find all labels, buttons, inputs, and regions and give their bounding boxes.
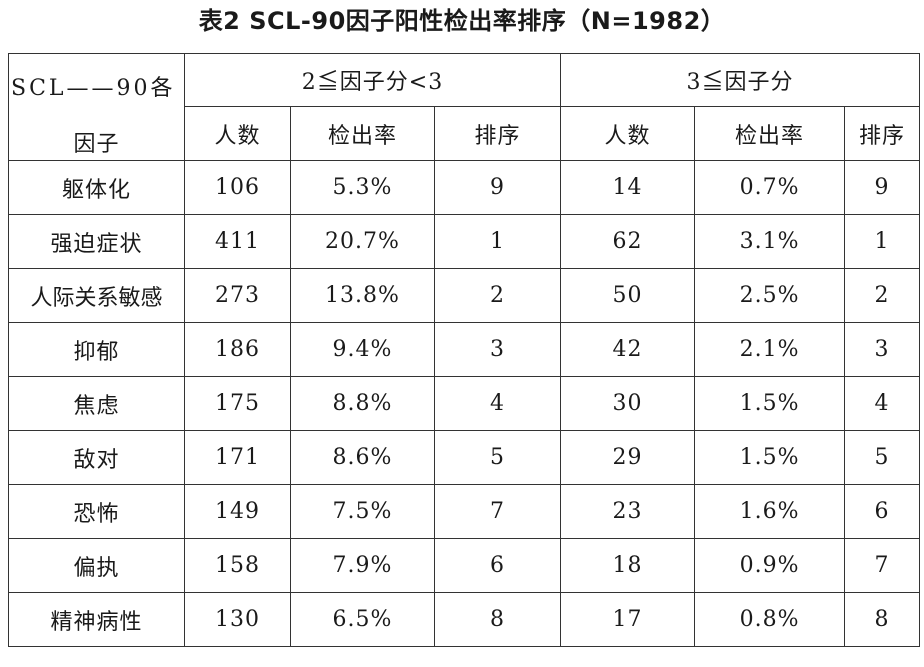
count-severe-cell: 23: [560, 484, 696, 539]
factor-header-top: SCL——90各: [11, 76, 176, 101]
factor-table: SCL——90各 因子 2≦因子分<3 3≦因子分 人数 检出率 排序 人数 检…: [8, 53, 921, 647]
factor-name-cell: 敌对: [8, 430, 185, 485]
rank-severe-cell: 3: [844, 322, 921, 377]
rate-moderate-cell: 20.7%: [290, 214, 435, 269]
table-row: 精神病性 130 6.5% 8 17 0.8% 8: [8, 592, 921, 647]
subheader-count-1: 人数: [184, 106, 291, 161]
rate-severe-cell: 1.5%: [694, 376, 846, 431]
rate-moderate-cell: 6.5%: [290, 592, 435, 647]
factor-header-bottom: 因子: [73, 132, 120, 157]
factor-name-cell: 人际关系敏感: [8, 268, 185, 323]
rank-severe-cell: 1: [844, 214, 921, 269]
rate-moderate-cell: 5.3%: [290, 160, 435, 215]
factor-header-cell: SCL——90各 因子: [8, 53, 185, 161]
rate-moderate-cell: 9.4%: [290, 322, 435, 377]
rank-severe-cell: 2: [844, 268, 921, 323]
count-moderate-cell: 130: [184, 592, 291, 647]
rank-severe-cell: 9: [844, 160, 921, 215]
factor-name-cell: 抑郁: [8, 322, 185, 377]
count-moderate-cell: 273: [184, 268, 291, 323]
rate-severe-cell: 0.7%: [694, 160, 846, 215]
count-moderate-cell: 175: [184, 376, 291, 431]
rank-moderate-cell: 8: [433, 592, 562, 647]
count-severe-cell: 30: [560, 376, 696, 431]
count-severe-cell: 29: [560, 430, 696, 485]
rank-moderate-cell: 4: [433, 376, 562, 431]
table-row: 强迫症状 411 20.7% 1 62 3.1% 1: [8, 214, 921, 269]
rank-severe-cell: 6: [844, 484, 921, 539]
table-row: 躯体化 106 5.3% 9 14 0.7% 9: [8, 160, 921, 215]
rate-severe-cell: 0.8%: [694, 592, 846, 647]
table-title: 表2 SCL-90因子阳性检出率排序（N=1982）: [198, 7, 726, 35]
count-severe-cell: 18: [560, 538, 696, 593]
rate-severe-cell: 0.9%: [694, 538, 846, 593]
rank-moderate-cell: 6: [433, 538, 562, 593]
rate-severe-cell: 2.5%: [694, 268, 846, 323]
table-row: 恐怖 149 7.5% 7 23 1.6% 6: [8, 484, 921, 539]
group-header-severe: 3≦因子分: [560, 53, 921, 107]
rank-moderate-cell: 3: [433, 322, 562, 377]
factor-name-cell: 恐怖: [8, 484, 185, 539]
factor-name-cell: 强迫症状: [8, 214, 185, 269]
rank-severe-cell: 4: [844, 376, 921, 431]
count-moderate-cell: 149: [184, 484, 291, 539]
subheader-rank-2: 排序: [844, 106, 921, 161]
subheader-rank-1: 排序: [433, 106, 562, 161]
rate-severe-cell: 2.1%: [694, 322, 846, 377]
group-header-moderate: 2≦因子分<3: [183, 53, 562, 107]
count-moderate-cell: 171: [184, 430, 291, 485]
header-row-groups: SCL——90各 因子 2≦因子分<3 3≦因子分: [8, 53, 921, 161]
rate-severe-cell: 1.6%: [694, 484, 846, 539]
rank-moderate-cell: 7: [433, 484, 562, 539]
subheader-count-2: 人数: [560, 106, 696, 161]
table-row: 焦虑 175 8.8% 4 30 1.5% 4: [8, 376, 921, 431]
factor-name-cell: 焦虑: [8, 376, 185, 431]
rate-moderate-cell: 8.8%: [290, 376, 435, 431]
rank-severe-cell: 8: [844, 592, 921, 647]
count-severe-cell: 62: [560, 214, 696, 269]
factor-name-cell: 精神病性: [8, 592, 185, 647]
count-severe-cell: 42: [560, 322, 696, 377]
table-row: 人际关系敏感 273 13.8% 2 50 2.5% 2: [8, 268, 921, 323]
count-moderate-cell: 106: [184, 160, 291, 215]
factor-name-cell: 偏执: [8, 538, 185, 593]
rate-moderate-cell: 7.5%: [290, 484, 435, 539]
rate-moderate-cell: 13.8%: [290, 268, 435, 323]
table-row: 敌对 171 8.6% 5 29 1.5% 5: [8, 430, 921, 485]
rate-moderate-cell: 8.6%: [290, 430, 435, 485]
rank-moderate-cell: 1: [433, 214, 562, 269]
count-moderate-cell: 186: [184, 322, 291, 377]
rate-moderate-cell: 7.9%: [290, 538, 435, 593]
count-severe-cell: 50: [560, 268, 696, 323]
count-severe-cell: 17: [560, 592, 696, 647]
rate-severe-cell: 1.5%: [694, 430, 846, 485]
count-severe-cell: 14: [560, 160, 696, 215]
count-moderate-cell: 158: [184, 538, 291, 593]
rank-moderate-cell: 2: [433, 268, 562, 323]
table-row: 偏执 158 7.9% 6 18 0.9% 7: [8, 538, 921, 593]
rate-severe-cell: 3.1%: [694, 214, 846, 269]
rank-moderate-cell: 9: [433, 160, 562, 215]
count-moderate-cell: 411: [184, 214, 291, 269]
subheader-rate-1: 检出率: [290, 106, 435, 161]
rank-severe-cell: 5: [844, 430, 921, 485]
rank-moderate-cell: 5: [433, 430, 562, 485]
table-row: 抑郁 186 9.4% 3 42 2.1% 3: [8, 322, 921, 377]
factor-name-cell: 躯体化: [8, 160, 185, 215]
subheader-rate-2: 检出率: [694, 106, 846, 161]
rank-severe-cell: 7: [844, 538, 921, 593]
